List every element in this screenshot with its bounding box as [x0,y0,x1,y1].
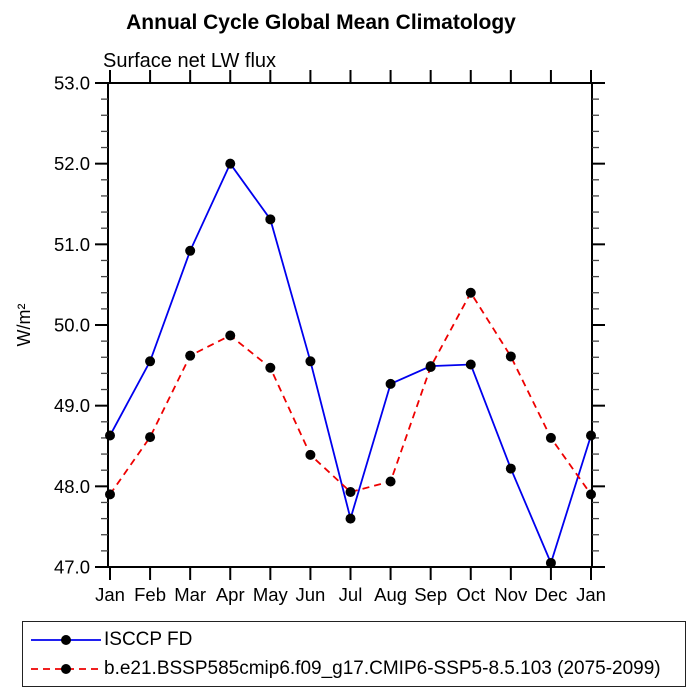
data-point-series-1 [425,361,436,372]
y-tick-label: 48.0 [54,476,90,497]
month-label: Aug [374,584,407,605]
data-point-series-1 [225,330,236,341]
month-label: Mar [174,584,206,605]
legend-item-model: b.e21.BSSP585cmip6.f09_g17.CMIP6-SSP5-8.… [30,654,685,683]
legend-marker-dot-icon [61,634,71,645]
data-point-series-1 [105,489,115,500]
y-axis-label: W/m² [14,304,34,347]
data-point-series-1 [345,486,356,497]
month-label: Jul [339,584,363,605]
data-point-series-0 [586,430,596,441]
month-label: Dec [534,584,567,605]
data-point-series-0 [145,356,156,367]
legend-item-label: ISCCP FD [104,628,193,650]
data-point-series-1 [185,350,196,361]
data-point-series-0 [185,245,196,256]
legend-line-sample-dashed-icon [31,663,101,674]
legend-item-isccp: ISCCP FD [30,625,685,654]
data-point-series-1 [385,476,396,487]
legend-item-label: b.e21.BSSP585cmip6.f09_g17.CMIP6-SSP5-8.… [104,657,661,679]
data-point-series-0 [385,378,396,389]
month-label: Feb [134,584,166,605]
data-point-series-1 [465,287,476,298]
y-tick-label: 50.0 [54,315,90,336]
data-point-series-1 [505,351,516,362]
data-point-series-1 [265,362,276,373]
legend-box: ISCCP FD b.e21.BSSP585cmip6.f09_g17.CMIP… [22,621,686,687]
series-line-0 [109,161,592,566]
series-line-1 [109,290,592,495]
data-point-series-0 [465,359,476,370]
data-point-series-0 [225,158,236,169]
data-point-series-0 [265,214,276,225]
data-point-series-0 [505,463,516,474]
month-label: Jan [95,584,125,605]
month-label: Oct [456,584,485,605]
legend-line-sample-solid-icon [31,634,101,645]
month-label: May [253,584,289,605]
month-label: Jan [576,584,606,605]
month-label: Jun [296,584,326,605]
data-point-series-0 [105,430,115,441]
data-point-series-0 [345,513,356,524]
data-point-series-1 [586,489,596,500]
month-label: Apr [216,584,245,605]
chart-subtitle: Surface net LW flux [103,50,277,72]
y-tick-label: 47.0 [54,557,90,578]
data-point-series-0 [545,557,556,568]
data-point-series-1 [545,432,556,443]
y-tick-label: 52.0 [54,153,90,174]
legend-marker-dot-icon [61,663,71,674]
month-label: Nov [494,584,528,605]
chart-title: Annual Cycle Global Mean Climatology [126,11,516,34]
data-point-series-1 [305,449,316,460]
y-tick-label: 51.0 [54,234,90,255]
data-point-series-1 [145,432,156,443]
data-point-series-0 [305,356,316,367]
y-tick-label: 49.0 [54,395,90,416]
y-tick-label: 53.0 [54,73,90,94]
month-label: Sep [414,584,447,605]
